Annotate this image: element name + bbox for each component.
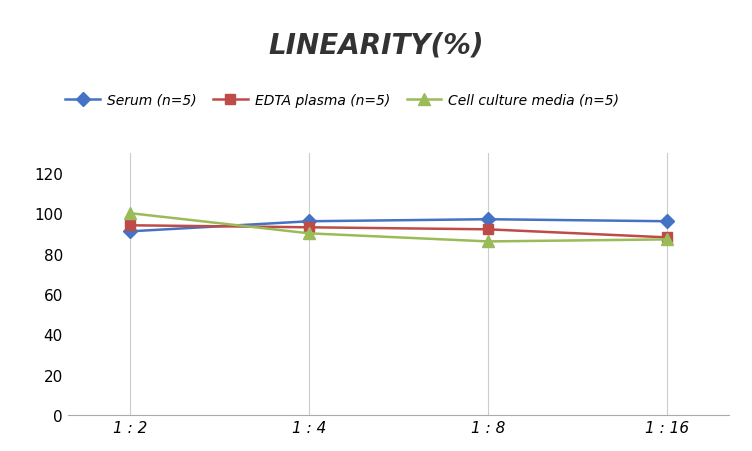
EDTA plasma (n=5) bbox=[126, 223, 135, 229]
Serum (n=5) bbox=[126, 229, 135, 235]
Cell culture media (n=5) bbox=[305, 231, 314, 236]
Serum (n=5) bbox=[663, 219, 672, 225]
Legend: Serum (n=5), EDTA plasma (n=5), Cell culture media (n=5): Serum (n=5), EDTA plasma (n=5), Cell cul… bbox=[59, 88, 625, 113]
Line: Cell culture media (n=5): Cell culture media (n=5) bbox=[125, 208, 672, 248]
EDTA plasma (n=5) bbox=[663, 235, 672, 240]
Serum (n=5) bbox=[484, 217, 493, 222]
Serum (n=5) bbox=[305, 219, 314, 225]
EDTA plasma (n=5) bbox=[484, 227, 493, 233]
Cell culture media (n=5) bbox=[663, 237, 672, 243]
Cell culture media (n=5) bbox=[126, 211, 135, 216]
Line: Serum (n=5): Serum (n=5) bbox=[126, 215, 672, 237]
Line: EDTA plasma (n=5): EDTA plasma (n=5) bbox=[126, 221, 672, 243]
EDTA plasma (n=5) bbox=[305, 225, 314, 230]
Text: LINEARITY(%): LINEARITY(%) bbox=[268, 32, 484, 60]
Cell culture media (n=5) bbox=[484, 239, 493, 244]
